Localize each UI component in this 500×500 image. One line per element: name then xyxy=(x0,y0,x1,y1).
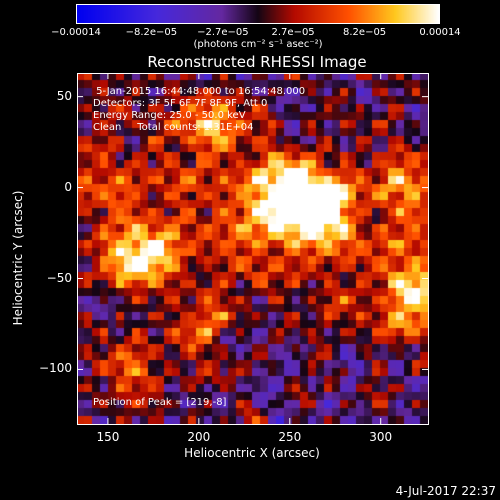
chart-title: Reconstructed RHESSI Image xyxy=(147,53,367,71)
colorbar-tick-label: 2.7e−05 xyxy=(271,27,315,38)
y-tick-label: 0 xyxy=(64,179,72,194)
image-plot-area: 5-Jan-2015 16:44:48.000 to 16:54:48.000 … xyxy=(77,73,428,424)
plot-timestamp: 4-Jul-2017 22:37 xyxy=(395,484,496,498)
x-tick-label: 200 xyxy=(187,430,211,444)
y-tick-label: −50 xyxy=(46,270,72,285)
colorbar-tick-label: −2.7e−05 xyxy=(197,27,249,38)
info-line-time: 5-Jan-2015 16:44:48.000 to 16:54:48.000 xyxy=(93,86,306,97)
peak-position-label: Position of Peak = [219,-8] xyxy=(93,397,227,408)
x-tick-label: 150 xyxy=(96,430,120,444)
colorbar-tick-label: −0.00014 xyxy=(51,27,101,38)
x-tick-label: 300 xyxy=(369,430,393,444)
x-axis-ticks xyxy=(107,73,382,424)
x-axis-label: Heliocentric X (arcsec) xyxy=(184,446,320,460)
colorbar-unit-label: (photons cm⁻² s⁻¹ asec⁻²) xyxy=(193,39,323,50)
colorbar xyxy=(76,4,440,24)
colorbar-tick-label: −8.2e−05 xyxy=(125,27,178,38)
y-tick-label: −100 xyxy=(39,361,72,376)
y-axis-label: Heliocentric Y (arcsec) xyxy=(11,190,25,326)
y-tick-label: 50 xyxy=(56,88,72,103)
colorbar-tick-label: 8.2e−05 xyxy=(343,27,387,38)
info-line-detectors: Detectors: 3F 5F 6F 7F 8F 9F, Att 0 xyxy=(93,98,268,109)
info-line-counts: Clean Total counts: 1.31E+04 xyxy=(93,122,254,133)
colorbar-tick-label: 0.00014 xyxy=(419,27,461,38)
info-line-energy: Energy Range: 25.0 - 50.0 keV xyxy=(93,110,246,121)
heatmap-image xyxy=(77,73,428,424)
y-axis-ticks xyxy=(77,96,428,370)
x-tick-label: 250 xyxy=(278,430,302,444)
